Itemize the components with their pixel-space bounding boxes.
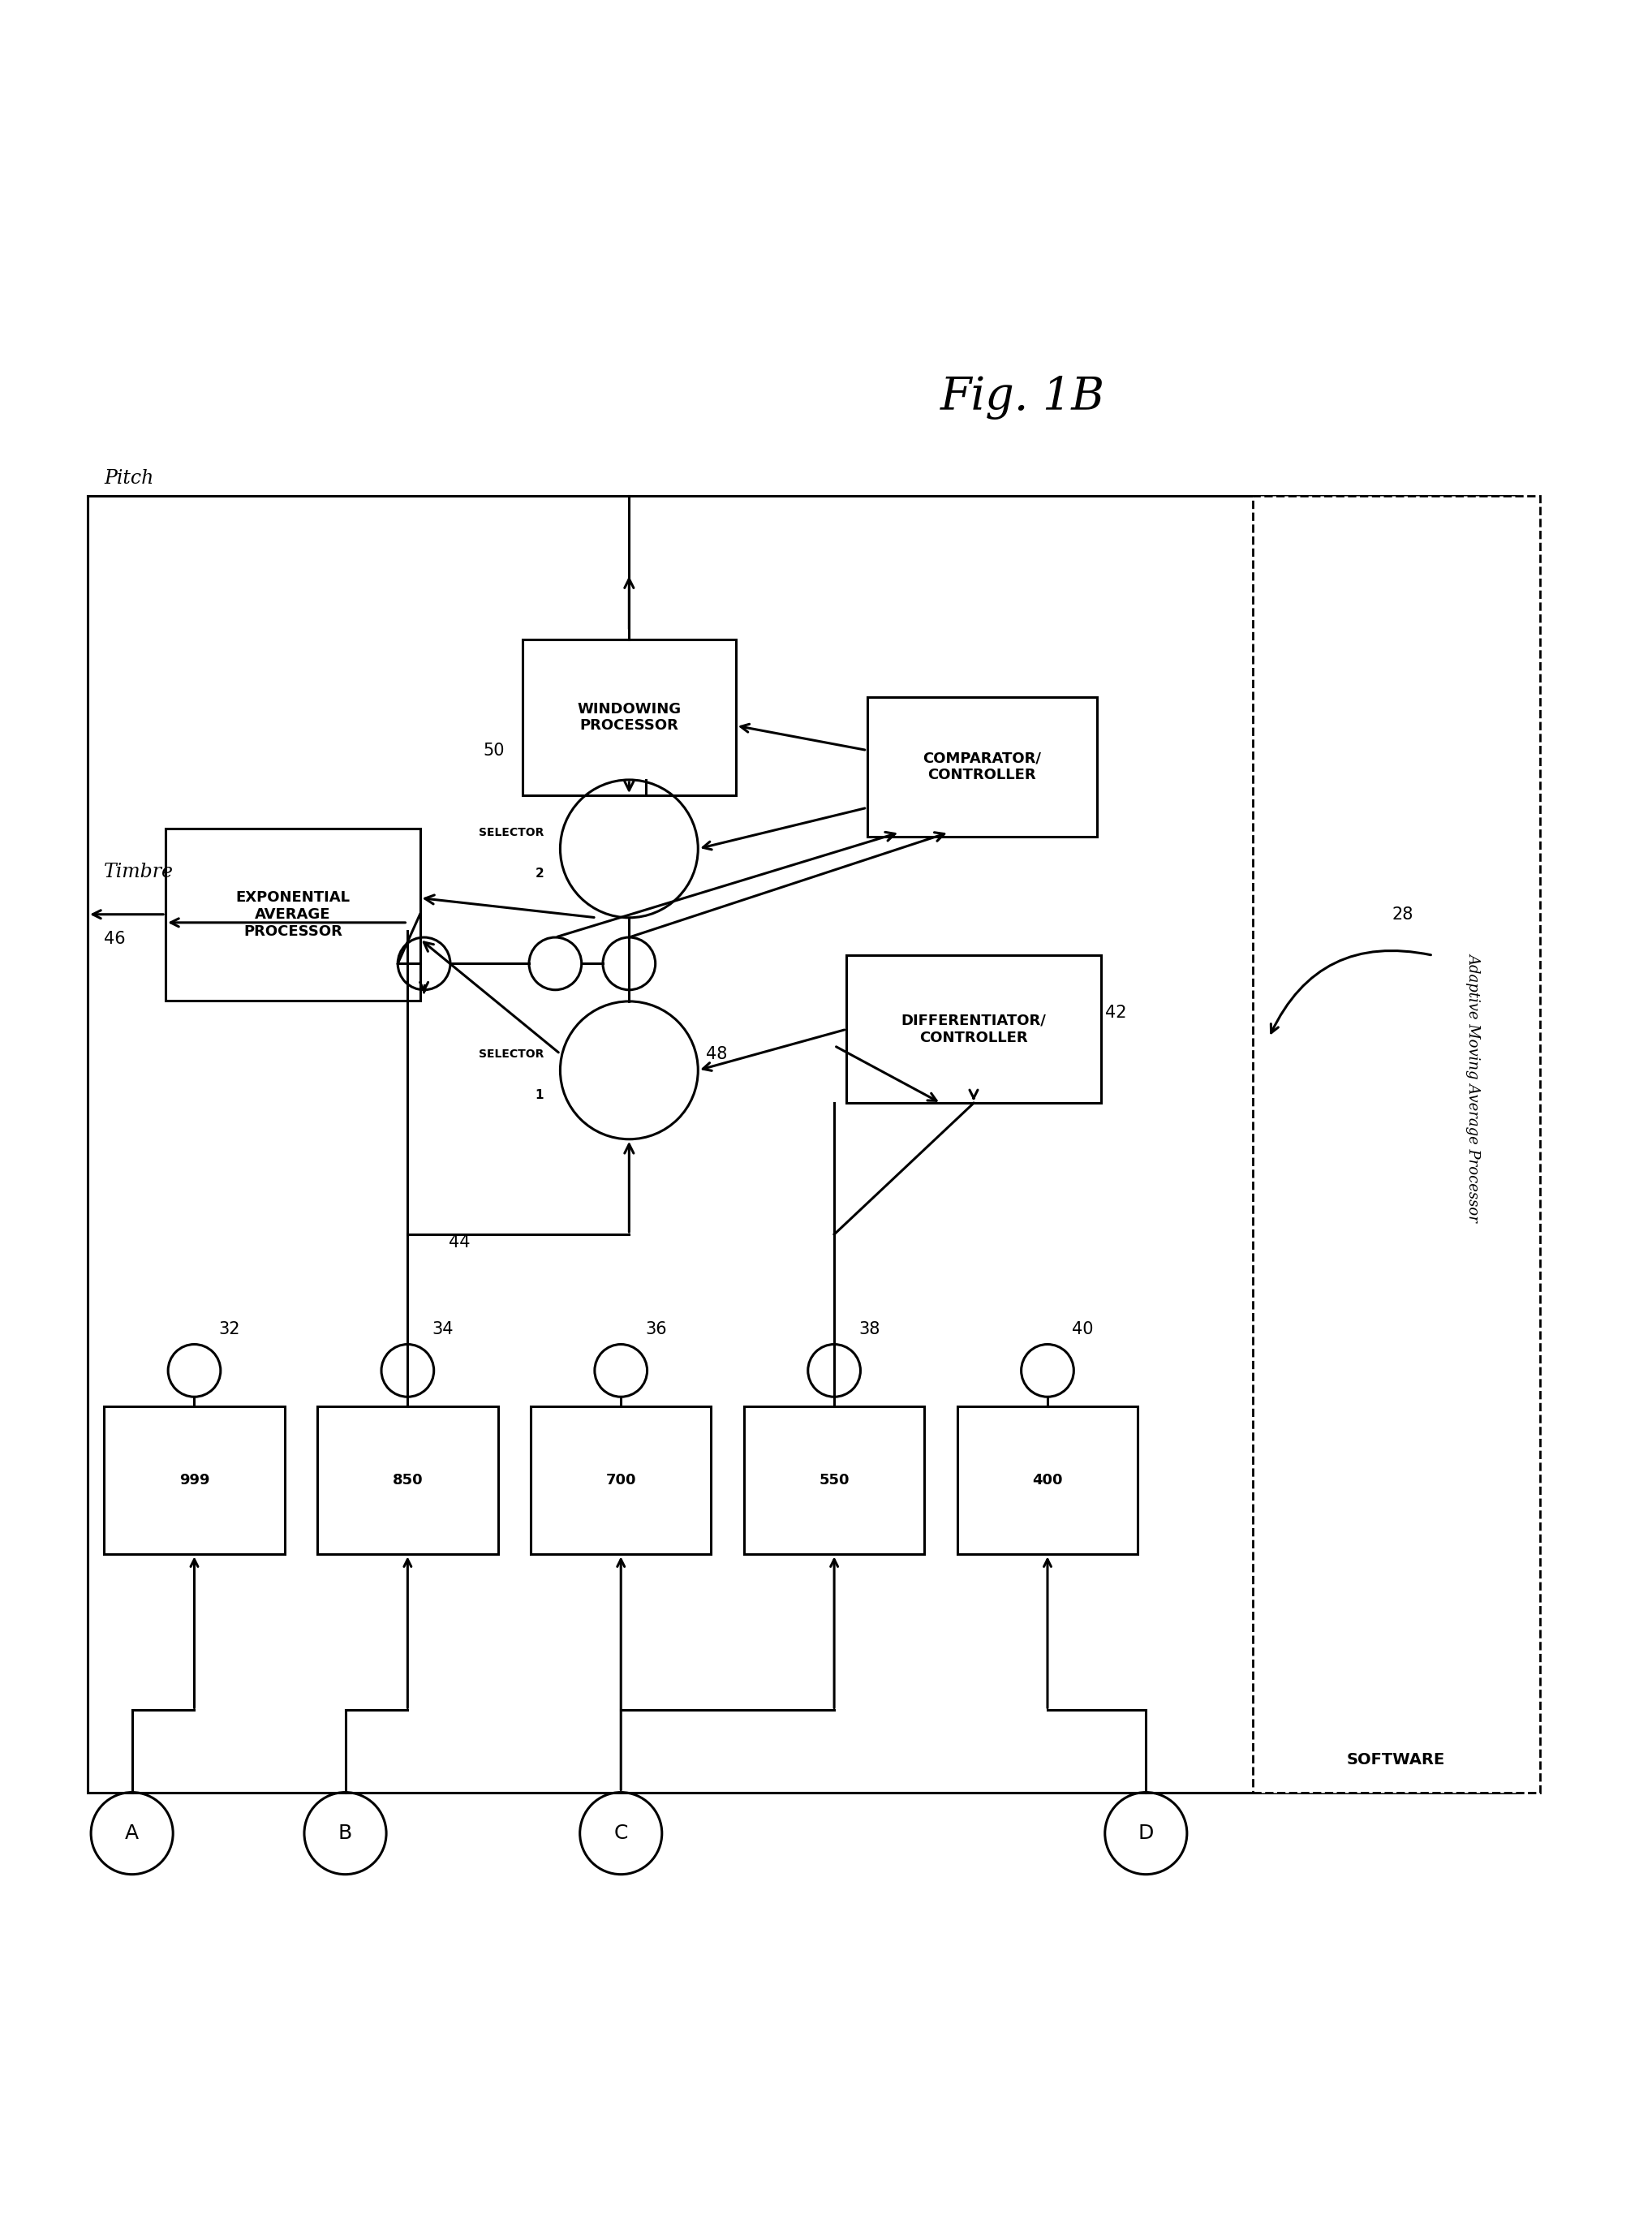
Text: 999: 999 (178, 1473, 210, 1489)
Text: DIFFERENTIATOR/
CONTROLLER: DIFFERENTIATOR/ CONTROLLER (900, 1014, 1046, 1046)
Text: 38: 38 (859, 1321, 881, 1337)
Bar (743, 1406, 925, 1554)
Text: Fig. 1B: Fig. 1B (940, 376, 1105, 419)
Bar (88, 495, 1515, 1791)
Bar (165, 828, 420, 1001)
Text: Timbre: Timbre (104, 862, 173, 882)
Bar (522, 640, 735, 795)
Bar (867, 696, 1097, 837)
Text: 2: 2 (535, 866, 544, 880)
Text: 50: 50 (482, 741, 504, 759)
Bar (846, 956, 1100, 1104)
Text: SELECTOR: SELECTOR (479, 1048, 544, 1059)
Text: WINDOWING
PROCESSOR: WINDOWING PROCESSOR (577, 701, 681, 732)
Text: 42: 42 (1105, 1005, 1127, 1021)
Text: Adaptive Moving Average Processor: Adaptive Moving Average Processor (1467, 952, 1482, 1220)
Bar (104, 1406, 284, 1554)
Text: 700: 700 (606, 1473, 636, 1489)
Text: COMPARATOR/
CONTROLLER: COMPARATOR/ CONTROLLER (922, 750, 1041, 781)
Text: 46: 46 (104, 931, 126, 947)
Text: C: C (615, 1823, 628, 1843)
Text: SELECTOR: SELECTOR (479, 826, 544, 837)
Text: 32: 32 (220, 1321, 241, 1337)
Bar (957, 1406, 1138, 1554)
Text: SOFTWARE: SOFTWARE (1346, 1753, 1446, 1769)
Text: 1: 1 (535, 1088, 544, 1102)
Text: 36: 36 (646, 1321, 667, 1337)
Bar (530, 1406, 710, 1554)
Bar (1252, 495, 1540, 1791)
Text: 28: 28 (1393, 907, 1414, 922)
Text: 34: 34 (433, 1321, 454, 1337)
Text: A: A (126, 1823, 139, 1843)
Text: 400: 400 (1032, 1473, 1062, 1489)
Text: Pitch: Pitch (104, 468, 154, 488)
Text: 850: 850 (392, 1473, 423, 1489)
Text: 40: 40 (1072, 1321, 1094, 1337)
Text: B: B (339, 1823, 352, 1843)
Text: EXPONENTIAL
AVERAGE
PROCESSOR: EXPONENTIAL AVERAGE PROCESSOR (236, 891, 350, 938)
Text: 48: 48 (705, 1046, 727, 1061)
Text: 550: 550 (819, 1473, 849, 1489)
Text: D: D (1138, 1823, 1153, 1843)
Bar (317, 1406, 497, 1554)
Text: 44: 44 (449, 1234, 471, 1252)
